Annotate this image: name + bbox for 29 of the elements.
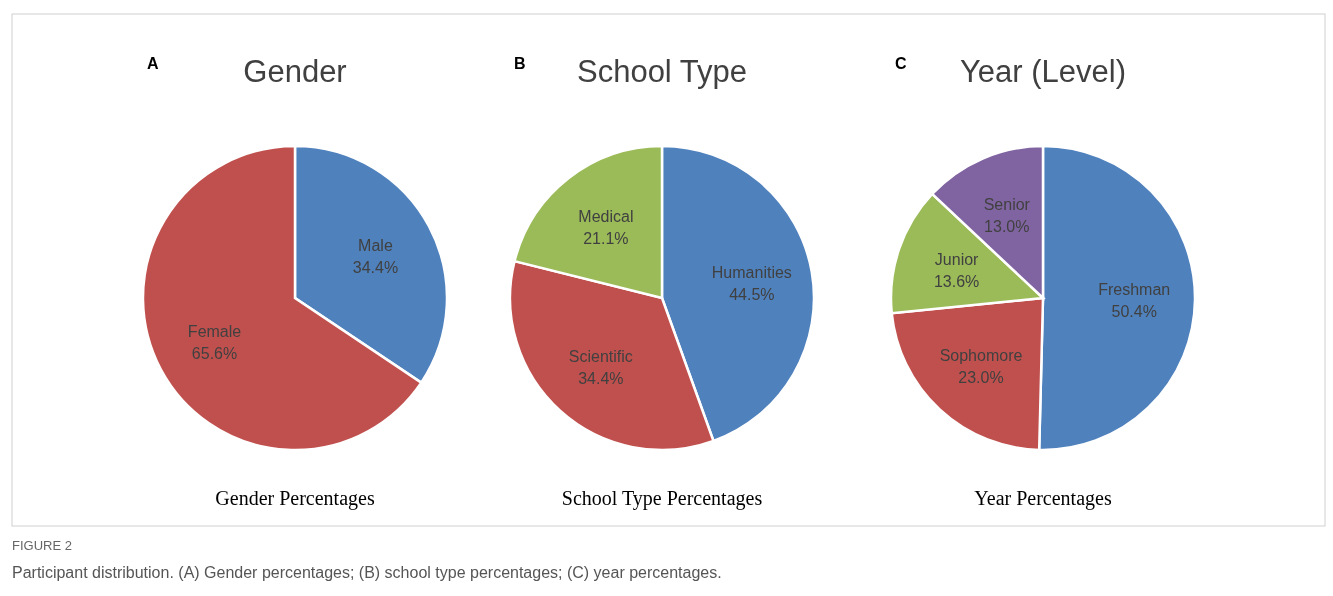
chart-title: School Type (576, 54, 748, 89)
chart-title: Year (Level) (959, 54, 1127, 89)
slice-label: Junior (934, 250, 980, 268)
data-label: 44.5% (729, 286, 775, 304)
chart-title: Gender (243, 54, 347, 89)
text: Participant distribution. (A) Gender percentages; (B) school type percentages; (C) year percentages. (12, 564, 722, 581)
slice-label: Humanities (711, 264, 792, 282)
data-label: 23.0% (958, 368, 1004, 386)
text: Gender Percentages (215, 487, 375, 510)
slice-label: Female (187, 322, 242, 340)
slice-label: Sophomore (939, 346, 1023, 364)
data-label: 21.1% (583, 230, 629, 248)
text: A (147, 55, 159, 72)
text: Year Percentages (974, 487, 1112, 510)
data-label: 13.0% (984, 218, 1030, 236)
slice-label: Freshman (1098, 281, 1171, 299)
slice-label: Male (358, 237, 393, 255)
text: School Type Percentages (561, 487, 763, 510)
text: B (514, 55, 526, 72)
data-label: 13.6% (933, 272, 980, 290)
slice-label: Senior (983, 196, 1031, 214)
caption: FIGURE 2 (12, 538, 72, 553)
slice-label: Scientific (568, 347, 633, 365)
slice-label: Medical (578, 208, 634, 226)
data-label: 34.4% (352, 259, 399, 277)
data-label: 34.4% (578, 369, 624, 387)
data-label: 50.4% (1111, 303, 1157, 321)
text: C (895, 55, 907, 72)
data-label: 65.6% (191, 344, 238, 362)
